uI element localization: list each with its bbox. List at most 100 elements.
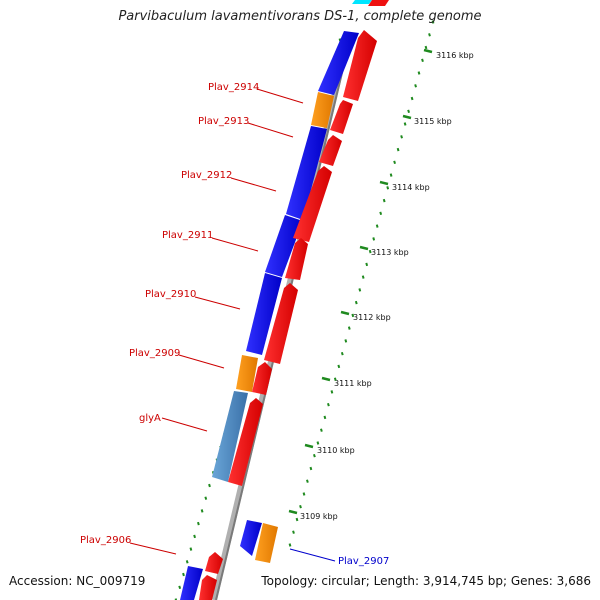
outer-track-dot: [417, 71, 421, 75]
outer-track-dot: [295, 517, 299, 522]
gene-label[interactable]: Plav_2913: [198, 116, 249, 127]
gene-block-orange-2909[interactable]: [236, 355, 258, 392]
gene-label[interactable]: Plav_2914: [208, 82, 259, 93]
gene-block-blue-2907[interactable]: [240, 520, 262, 556]
forward-strand-lane: [199, 0, 389, 600]
outer-track-dot: [421, 58, 424, 63]
outer-track-dot: [365, 262, 369, 267]
outer-track-dot: [403, 122, 407, 126]
outer-track-dot: [302, 492, 306, 496]
gene-arrow-red-10[interactable]: [199, 575, 217, 600]
gene-label-leader-line: [256, 88, 304, 104]
inner-track-dot: [197, 521, 200, 526]
gene-label[interactable]: Plav_2906: [80, 535, 131, 546]
outer-track-dot: [337, 364, 341, 369]
outer-track-dot: [414, 84, 417, 88]
scale-tick-label: 3115 kbp: [414, 117, 452, 126]
gene-block-blue-2906[interactable]: [180, 566, 203, 600]
inner-track-dot: [182, 572, 185, 577]
scale-major-tick: [379, 180, 389, 186]
outer-track-dot: [368, 249, 372, 254]
outer-track-dot: [323, 415, 327, 420]
outer-track-dot: [393, 160, 396, 165]
scale-tick-label: 3112 kbp: [353, 313, 391, 322]
outer-track-dot: [288, 543, 292, 547]
gene-labels: Plav_2914 Plav_2913 Plav_2912 Plav_2911 Plav…: [80, 82, 389, 567]
inner-track-dot: [204, 496, 208, 500]
outer-track-dot: [340, 351, 344, 356]
gene-label[interactable]: glyA: [139, 413, 161, 424]
outer-track-dot: [431, 20, 435, 24]
scale-ticks: 3116 kbp 3115 kbp 3114 kbp 3113 kbp 3112 kbp…: [288, 48, 474, 521]
scale-major-tick: [402, 114, 412, 120]
gene-label[interactable]: Plav_2910: [145, 289, 196, 300]
scale-major-tick: [304, 443, 314, 449]
scale-major-tick: [359, 245, 369, 251]
gene-arrow-red-4[interactable]: [293, 166, 332, 242]
gene-block-blue-2915[interactable]: [318, 31, 359, 95]
genome-summary-text: Topology: circular; Length: 3,914,745 bp…: [261, 574, 591, 588]
gene-arrow-red-2[interactable]: [330, 100, 353, 134]
scale-tick-label: 3113 kbp: [371, 248, 409, 257]
scale-major-tick: [340, 310, 350, 316]
inner-track-dot: [200, 509, 204, 513]
gene-label-leader-line: [161, 417, 208, 432]
scale-tick-label: 3111 kbp: [334, 379, 372, 388]
gene-label-leader-line: [194, 296, 241, 310]
gene-block-orange-2907b[interactable]: [255, 523, 278, 563]
outer-track-dot: [320, 428, 323, 432]
outer-track-dot: [327, 402, 330, 407]
gene-label-leader-line: [129, 542, 177, 555]
outer-track-dot: [386, 186, 390, 190]
outer-track-dot: [361, 275, 365, 279]
outer-dotted-track: [288, 20, 435, 547]
gene-block-blue-2910[interactable]: [246, 273, 282, 355]
gene-label[interactable]: Plav_2911: [162, 230, 213, 241]
outer-track-dot: [330, 390, 334, 394]
outer-track-dot: [379, 211, 383, 216]
outer-track-dot: [316, 441, 320, 445]
outer-track-dot: [313, 453, 316, 458]
gene-label[interactable]: Plav_2912: [181, 170, 232, 181]
outer-track-dot: [410, 96, 414, 101]
reverse-strand-lane: [180, 0, 372, 600]
scale-tick-label: 3110 kbp: [317, 446, 355, 455]
gene-arrow-red-7[interactable]: [252, 362, 272, 395]
gene-label-leader-line: [230, 177, 277, 192]
scale-tick-label: 3116 kbp: [436, 51, 474, 60]
outer-track-dot: [333, 377, 337, 381]
outer-track-dot: [354, 300, 358, 305]
gene-label-leader-line: [247, 122, 294, 138]
outer-track-dot: [306, 479, 309, 483]
outer-track-dot: [351, 313, 355, 318]
scale-major-tick: [288, 509, 298, 515]
gene-arrow-red-3[interactable]: [319, 135, 342, 166]
outer-track-dot: [428, 33, 431, 37]
outer-track-dot: [358, 288, 362, 292]
outer-track-dot: [292, 530, 295, 534]
inner-track-dot: [208, 483, 211, 488]
gene-label[interactable]: Plav_2907: [338, 556, 389, 567]
gene-block-blue-2913[interactable]: [286, 126, 327, 220]
gene-arrow-red-1[interactable]: [343, 30, 377, 101]
gene-block-steel-glyA[interactable]: [212, 391, 248, 482]
outer-track-dot: [344, 339, 348, 343]
inner-track-dot: [193, 534, 196, 539]
gene-arrow-red-8[interactable]: [228, 398, 263, 486]
gene-block-cyan[interactable]: [352, 0, 372, 4]
scale-major-tick: [423, 48, 433, 54]
gene-arrow-red-top[interactable]: [368, 0, 389, 6]
gene-label[interactable]: Plav_2909: [129, 348, 180, 359]
gene-arrow-red-9[interactable]: [205, 552, 223, 574]
gene-label-leader-line: [178, 354, 225, 369]
outer-track-dot: [424, 45, 428, 50]
inner-track-dot: [178, 585, 182, 590]
gene-block-blue-2911[interactable]: [265, 215, 303, 277]
gene-arrow-red-5[interactable]: [285, 238, 308, 280]
gene-block-orange-2914[interactable]: [311, 92, 334, 128]
outer-track-dot: [382, 198, 386, 203]
gene-arrow-red-6[interactable]: [264, 283, 298, 364]
inner-track-dot: [189, 547, 193, 551]
outer-track-dot: [389, 173, 393, 177]
